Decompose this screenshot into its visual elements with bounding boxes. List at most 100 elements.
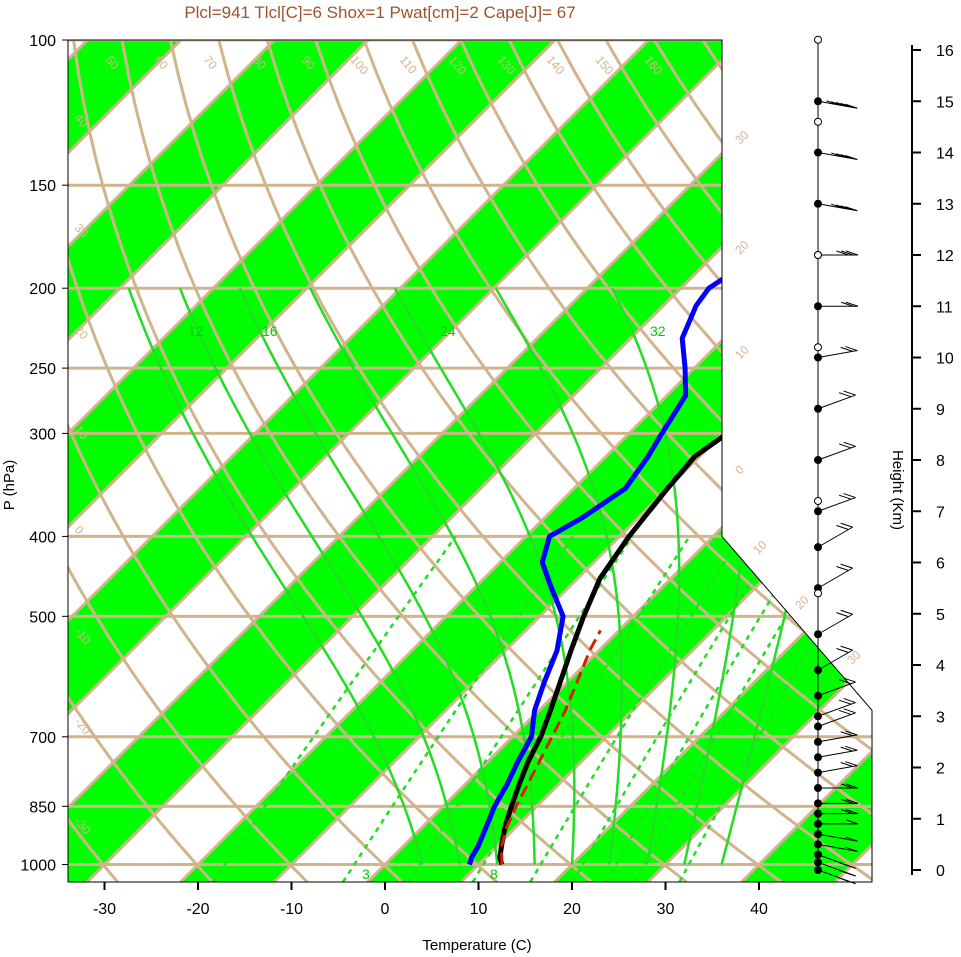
- pressure-tick-label: 200: [29, 281, 56, 298]
- wind-barb: [817, 702, 856, 717]
- pressure-tick-label: 850: [29, 799, 56, 816]
- wind-barb-flag: [835, 204, 849, 210]
- mixing-ratio-line: [529, 535, 743, 882]
- wind-barb-flag: [826, 100, 839, 106]
- wind-level-open-dot: [814, 117, 822, 126]
- moist-adiabat-label: 0: [732, 462, 747, 477]
- wind-barb-flag: [843, 698, 856, 704]
- mixing-ratio-line: [605, 535, 810, 882]
- wind-barb-flag: [840, 563, 853, 569]
- wind-barb-flag: [845, 809, 859, 815]
- moist-adiabat-label: 30: [844, 648, 864, 668]
- temperature-tick-label: 0: [381, 901, 390, 918]
- wind-barb: [817, 567, 853, 589]
- wind-barb: [817, 350, 858, 358]
- isotherm-line: [459, 40, 872, 882]
- pressure-tick-label: 100: [29, 33, 56, 50]
- moist-adiabat-label: 10: [750, 538, 770, 558]
- moist-adiabat-line: [393, 287, 576, 865]
- dry-adiabat-line: [72, 40, 593, 882]
- chart-title: Plcl=941 Tlcl[C]=6 Shox=1 Pwat[cm]=2 Cap…: [184, 3, 575, 22]
- dry-adiabat-label: 70: [201, 53, 221, 72]
- wind-barb-flag: [843, 441, 856, 447]
- temperature-band: [554, 40, 872, 882]
- wind-barb: [817, 749, 858, 758]
- moist-adiabat-line: [127, 287, 424, 865]
- wind-barb-flag: [840, 731, 853, 737]
- wind-barb: [817, 734, 858, 743]
- wind-barb-flag: [840, 346, 853, 352]
- pressure-tick-label: 1000: [20, 858, 56, 875]
- wind-barb-flag: [831, 101, 844, 107]
- wind-barb-flag: [840, 609, 853, 615]
- wind-barb: [817, 681, 856, 697]
- dry-adiabat-line: [168, 40, 783, 882]
- wind-barb-flag: [836, 525, 849, 530]
- wind-barb-flag: [838, 877, 852, 883]
- wind-barb-flag: [840, 645, 853, 651]
- wind-barb: [817, 712, 856, 727]
- wind-barb-flag: [845, 103, 858, 109]
- wind-barb-flag: [841, 301, 854, 307]
- temperature-band: [180, 40, 872, 882]
- wind-barb-flag: [843, 493, 856, 499]
- isotherm-line: [68, 40, 744, 882]
- wind-barb-flag: [845, 206, 858, 212]
- moist-adiabat-label: 20: [792, 593, 812, 613]
- wind-barb: [817, 445, 856, 461]
- wind-barb: [817, 843, 858, 852]
- wind-level-open-dot: [814, 35, 822, 44]
- wind-barb-flag: [845, 836, 858, 842]
- y-axis-label: P (hPa): [1, 460, 18, 511]
- wind-barb-flag: [845, 346, 858, 352]
- height-axis-label: Height (Km): [889, 450, 906, 530]
- mixing-ratio-label: 3: [362, 866, 370, 882]
- mixing-ratio-line: [211, 535, 457, 882]
- wind-barb-flag: [845, 154, 858, 160]
- mixing-ratio-lines: [211, 535, 872, 882]
- parcel-line: [499, 629, 602, 865]
- dry-adiabat-line: [314, 40, 872, 882]
- dewpoint-line: [466, 71, 872, 866]
- mixing-ratio-line: [571, 535, 780, 882]
- wind-barb-flag: [836, 566, 849, 571]
- wind-level-open-dot: [814, 251, 822, 259]
- moist-adiabat-label: 30: [732, 128, 752, 148]
- height-tick-label: 0: [936, 863, 945, 880]
- dry-adiabat-line: [68, 40, 498, 882]
- dry-adiabat-label: 110: [397, 53, 420, 77]
- height-tick-label: 2: [936, 761, 945, 778]
- wind-barb: [817, 394, 856, 410]
- wind-barb-flag: [836, 250, 849, 256]
- mixing-ratio-label: 8: [490, 866, 498, 882]
- temperature-line: [497, 72, 872, 866]
- mixing-ratio-line: [678, 535, 872, 882]
- moist-adiabat-label: 10: [732, 343, 752, 363]
- mixing-ratio-label: 32: [650, 323, 666, 339]
- wind-barb-flag: [845, 846, 858, 852]
- wind-barb: [817, 649, 853, 671]
- isotherm-line: [68, 40, 370, 882]
- wind-barb-flag: [845, 250, 859, 256]
- height-tick-label: 14: [936, 146, 954, 163]
- dry-adiabat-line: [411, 40, 872, 882]
- wind-barb: [817, 833, 858, 842]
- mixing-ratio-label: 24: [440, 323, 456, 339]
- x-axis-label: Temperature (C): [422, 937, 531, 954]
- dry-adiabat-line: [265, 40, 872, 882]
- wind-barb-flag: [836, 612, 849, 618]
- isotherm-line: [68, 40, 557, 882]
- wind-barb-flag: [845, 819, 859, 825]
- wind-barb-flag: [845, 745, 858, 751]
- moist-adiabat-line: [178, 287, 462, 865]
- dry-adiabats: [68, 40, 872, 882]
- height-tick-label: 12: [936, 248, 954, 265]
- temperature-tick-label: 10: [470, 901, 488, 918]
- mixing-ratio-label: 12: [188, 323, 204, 339]
- band-temp-label: -20: [72, 715, 94, 738]
- wind-barb-flag: [838, 392, 852, 398]
- temperature-tick-label: 20: [563, 901, 581, 918]
- wind-barb-flag: [841, 783, 854, 789]
- temperature-tick-label: 30: [657, 901, 675, 918]
- dry-adiabat-line: [68, 40, 214, 882]
